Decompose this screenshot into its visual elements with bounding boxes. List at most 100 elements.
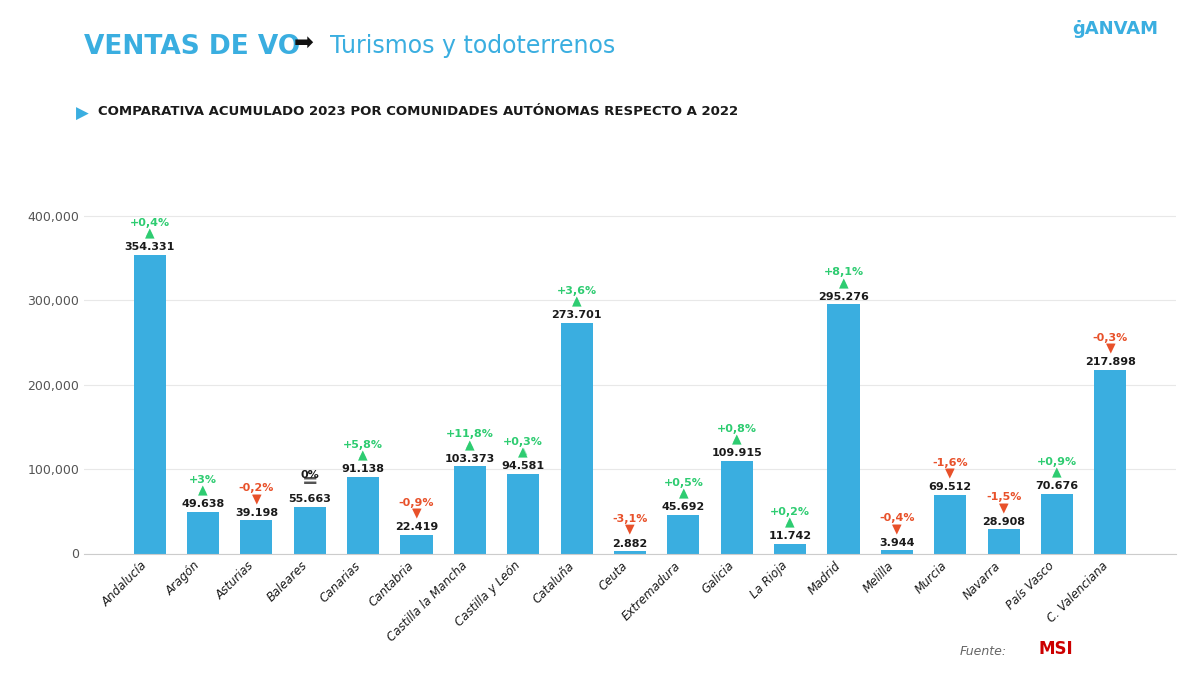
Text: 295.276: 295.276 bbox=[818, 292, 869, 302]
Text: ġANVAM: ġANVAM bbox=[1072, 20, 1158, 38]
Text: 94.581: 94.581 bbox=[502, 461, 545, 471]
Text: Fuente:: Fuente: bbox=[960, 645, 1007, 658]
Text: +5,8%: +5,8% bbox=[343, 439, 383, 450]
Text: +11,8%: +11,8% bbox=[446, 429, 494, 439]
Text: 91.138: 91.138 bbox=[342, 464, 385, 474]
Text: ▼: ▼ bbox=[1000, 502, 1007, 512]
Text: ▼: ▼ bbox=[1106, 342, 1114, 352]
Text: 354.331: 354.331 bbox=[125, 242, 175, 252]
Bar bbox=[401, 535, 432, 554]
Text: ▼: ▼ bbox=[252, 492, 262, 506]
Text: +8,1%: +8,1% bbox=[823, 267, 864, 277]
Text: ▼: ▼ bbox=[892, 522, 901, 535]
Text: 70.676: 70.676 bbox=[1036, 481, 1079, 491]
Text: ▲: ▲ bbox=[145, 226, 155, 240]
Text: -1,5%: -1,5% bbox=[986, 492, 1021, 502]
Text: ▲: ▲ bbox=[840, 277, 847, 287]
Text: ▼: ▼ bbox=[625, 523, 635, 536]
Text: 109.915: 109.915 bbox=[712, 448, 762, 458]
Text: ▲: ▲ bbox=[518, 446, 528, 458]
Text: -0,9%: -0,9% bbox=[398, 497, 434, 508]
Text: +3%: +3% bbox=[190, 475, 217, 485]
Bar bbox=[454, 466, 486, 554]
Text: ▲: ▲ bbox=[786, 516, 794, 526]
Text: Turismos y todoterrenos: Turismos y todoterrenos bbox=[330, 34, 616, 58]
Text: -0,3%: -0,3% bbox=[1093, 333, 1128, 343]
Text: +0,8%: +0,8% bbox=[716, 424, 757, 434]
Bar bbox=[1094, 370, 1127, 554]
Bar bbox=[667, 515, 700, 553]
Text: ▲: ▲ bbox=[359, 448, 368, 462]
Text: ▲: ▲ bbox=[785, 516, 794, 529]
Text: 49.638: 49.638 bbox=[181, 499, 224, 509]
Text: ▲: ▲ bbox=[198, 483, 208, 496]
Text: ▲: ▲ bbox=[839, 276, 848, 289]
Text: -0,2%: -0,2% bbox=[239, 483, 274, 493]
Text: 39.198: 39.198 bbox=[235, 508, 278, 518]
Text: ▲: ▲ bbox=[146, 227, 154, 237]
Text: ▲: ▲ bbox=[466, 438, 475, 451]
Text: ▼: ▼ bbox=[947, 467, 954, 477]
Text: ▼: ▼ bbox=[253, 493, 260, 503]
Text: 273.701: 273.701 bbox=[551, 310, 602, 320]
Text: ▼: ▼ bbox=[998, 501, 1008, 514]
Text: -1,6%: -1,6% bbox=[932, 458, 968, 468]
Bar bbox=[240, 520, 272, 554]
Text: ▼: ▼ bbox=[413, 507, 420, 517]
Text: 45.692: 45.692 bbox=[661, 502, 704, 512]
Text: ➡: ➡ bbox=[294, 31, 313, 55]
Text: ▲: ▲ bbox=[679, 487, 688, 497]
Text: ▲: ▲ bbox=[466, 439, 474, 449]
Text: ▲: ▲ bbox=[1052, 466, 1062, 479]
Text: 22.419: 22.419 bbox=[395, 522, 438, 532]
Text: 217.898: 217.898 bbox=[1085, 357, 1135, 367]
Text: +0,5%: +0,5% bbox=[664, 478, 703, 488]
Bar bbox=[774, 543, 806, 553]
Bar bbox=[133, 254, 166, 554]
Text: 3.944: 3.944 bbox=[880, 538, 914, 547]
Bar bbox=[828, 304, 859, 554]
Text: 2.882: 2.882 bbox=[612, 539, 648, 549]
Text: 103.373: 103.373 bbox=[445, 454, 496, 464]
Bar bbox=[614, 551, 646, 554]
Bar bbox=[560, 323, 593, 554]
Text: MSI: MSI bbox=[1038, 640, 1073, 658]
Bar bbox=[294, 506, 325, 554]
Text: ▼: ▼ bbox=[893, 522, 901, 533]
Text: +0,3%: +0,3% bbox=[503, 437, 544, 447]
Text: 69.512: 69.512 bbox=[929, 483, 972, 492]
Bar bbox=[1040, 494, 1073, 554]
Text: ▼: ▼ bbox=[946, 466, 955, 480]
Text: ▲: ▲ bbox=[572, 295, 581, 305]
Text: ▲: ▲ bbox=[733, 433, 740, 443]
Text: ▼: ▼ bbox=[1105, 342, 1115, 354]
Text: VENTAS DE VO: VENTAS DE VO bbox=[84, 34, 300, 60]
Text: ▲: ▲ bbox=[678, 487, 688, 499]
Text: 11.742: 11.742 bbox=[768, 531, 811, 541]
Bar bbox=[347, 477, 379, 554]
Text: ▲: ▲ bbox=[1054, 466, 1061, 476]
Text: ▲: ▲ bbox=[359, 449, 367, 459]
Text: ▲: ▲ bbox=[572, 294, 582, 307]
Text: 55.663: 55.663 bbox=[288, 494, 331, 504]
Text: 28.908: 28.908 bbox=[982, 516, 1025, 526]
Text: =: = bbox=[301, 472, 318, 491]
Bar bbox=[508, 474, 539, 554]
Text: 0%: 0% bbox=[300, 470, 319, 479]
Text: +0,9%: +0,9% bbox=[1037, 457, 1078, 467]
Bar bbox=[187, 512, 220, 553]
Text: +0,4%: +0,4% bbox=[130, 217, 169, 227]
Text: +3,6%: +3,6% bbox=[557, 286, 596, 296]
Text: ▶: ▶ bbox=[76, 105, 89, 123]
Bar bbox=[988, 529, 1020, 554]
Text: ▼: ▼ bbox=[626, 523, 634, 533]
Text: ▲: ▲ bbox=[520, 446, 527, 456]
Text: ▼: ▼ bbox=[412, 506, 421, 519]
Text: -3,1%: -3,1% bbox=[612, 514, 648, 524]
Text: +0,2%: +0,2% bbox=[770, 507, 810, 516]
Text: COMPARATIVA ACUMULADO 2023 POR COMUNIDADES AUTÓNOMAS RESPECTO A 2022: COMPARATIVA ACUMULADO 2023 POR COMUNIDAD… bbox=[98, 105, 738, 117]
Bar bbox=[721, 461, 752, 554]
Text: ▲: ▲ bbox=[732, 433, 742, 446]
Bar bbox=[935, 495, 966, 554]
Text: ▲: ▲ bbox=[199, 484, 206, 494]
